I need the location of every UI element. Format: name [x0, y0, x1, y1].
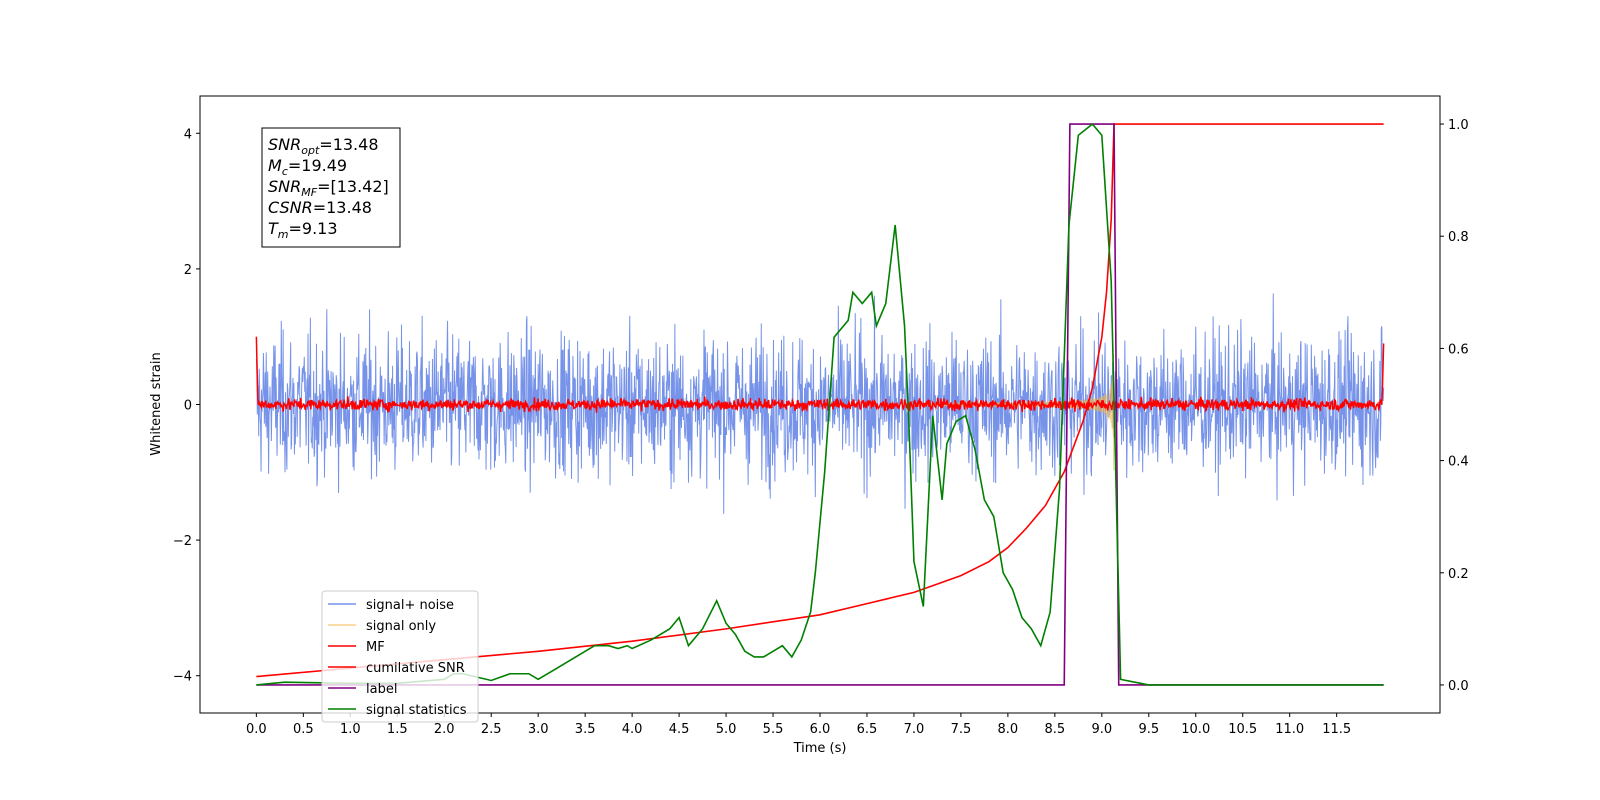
annotation-frame — [261, 127, 401, 248]
series-mf-line — [255, 336, 1385, 413]
x-tick-label: 9.0 — [1091, 722, 1112, 737]
legend: signal+ noise signal only MF cumilative SNR… — [321, 590, 479, 723]
y-right-tick-label: 1.0 — [1448, 118, 1469, 133]
annotation-line: CSNR=13.48 — [268, 198, 372, 217]
annotation-line: SNRopt=13.48 — [268, 135, 379, 157]
y-right-tick-label: 0.2 — [1448, 567, 1469, 582]
x-tick-label: 6.0 — [810, 722, 831, 737]
y-left-tick-label: 0 — [184, 399, 192, 414]
x-tick-label: 8.0 — [998, 722, 1019, 737]
y-right-tick-label: 0.8 — [1448, 230, 1469, 245]
series-signal-statistics-line — [256, 122, 1384, 686]
x-tick-label: 8.5 — [1045, 722, 1066, 737]
x-tick-label: 7.0 — [904, 722, 925, 737]
x-axis-label: Time (s) — [793, 741, 847, 756]
y-axis-right: 0.0 0.2 0.4 0.6 0.8 1.0 — [1440, 118, 1469, 694]
x-axis: 0.0 0.5 1.0 1.5 2.0 2.5 3.0 3.5 4.0 4.5 5.0 5.5 6.0 6… — [246, 713, 1351, 737]
x-tick-label: 1.5 — [387, 722, 408, 737]
x-tick-label: 9.5 — [1138, 722, 1159, 737]
x-tick-label: 6.5 — [857, 722, 878, 737]
series-cumilative-snr-line — [256, 123, 1384, 678]
x-tick-label: 0.0 — [246, 722, 267, 737]
y-left-tick-label: −2 — [173, 534, 192, 549]
x-tick-label: 5.5 — [763, 722, 784, 737]
x-tick-label: 10.5 — [1228, 722, 1257, 737]
x-tick-label: 2.0 — [434, 722, 455, 737]
legend-label: signal only — [366, 619, 436, 634]
x-tick-label: 10.0 — [1181, 722, 1210, 737]
x-tick-label: 3.5 — [575, 722, 596, 737]
series-signal-noise-line — [255, 293, 1385, 514]
x-tick-label: 3.0 — [528, 722, 549, 737]
x-tick-label: 1.0 — [340, 722, 361, 737]
annotation-line: SNRMF=[13.42] — [268, 177, 389, 199]
y-right-tick-label: 0.6 — [1448, 342, 1469, 357]
legend-frame — [321, 590, 479, 723]
x-tick-label: 4.0 — [622, 722, 643, 737]
x-tick-label: 2.5 — [481, 722, 502, 737]
legend-label: MF — [366, 640, 385, 655]
y-right-tick-label: 0.0 — [1448, 679, 1469, 694]
legend-label: signal statistics — [366, 703, 467, 718]
x-tick-label: 0.5 — [293, 722, 314, 737]
x-tick-label: 11.0 — [1275, 722, 1304, 737]
legend-label: label — [366, 682, 397, 697]
y-right-tick-label: 0.4 — [1448, 455, 1469, 470]
x-tick-label: 5.0 — [716, 722, 737, 737]
series-layer — [255, 122, 1385, 686]
x-tick-label: 7.5 — [951, 722, 972, 737]
y-axis-left: −4 −2 0 2 4 — [173, 127, 200, 685]
x-tick-label: 4.5 — [669, 722, 690, 737]
y-left-tick-label: −4 — [173, 670, 192, 685]
legend-label: signal+ noise — [366, 598, 454, 613]
y-axis-label: Whitened strain — [149, 352, 164, 455]
annotation-box: SNRopt=13.48Mc=19.49SNRMF=[13.42]CSNR=13… — [261, 127, 401, 248]
legend-label: cumilative SNR — [366, 661, 465, 676]
y-left-tick-label: 4 — [184, 127, 192, 142]
annotation-line: Mc=19.49 — [268, 156, 347, 178]
annotation-line: Tm=9.13 — [268, 219, 338, 241]
y-left-tick-label: 2 — [184, 263, 192, 278]
x-tick-label: 11.5 — [1322, 722, 1351, 737]
